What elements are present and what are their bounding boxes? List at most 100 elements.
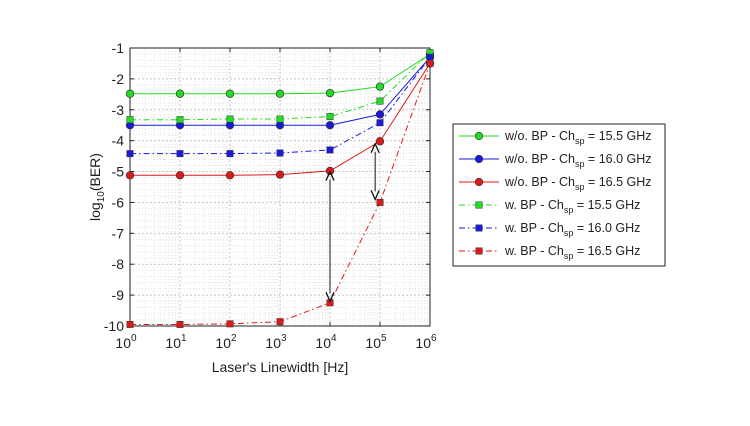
data-point [375, 82, 385, 91]
annotation-arrowhead-bottom [370, 190, 380, 201]
data-point [375, 137, 385, 146]
data-point [176, 116, 184, 124]
legend-label: w/o. BP - Chsp = 15.5 GHz [504, 129, 652, 146]
legend-label: w. BP - Chsp = 16.5 GHz [504, 244, 640, 261]
data-point [276, 115, 284, 123]
data-point [176, 321, 184, 328]
data-point [126, 150, 134, 158]
data-point [175, 171, 185, 180]
x-tick-label-exp: 4 [331, 333, 337, 344]
data-point [275, 89, 285, 98]
series [125, 50, 435, 98]
annotations [325, 142, 380, 303]
x-tick-label-base: 10 [115, 335, 131, 351]
data-point [475, 201, 483, 209]
legend-entry: w. BP - Chsp = 15.5 GHz [459, 198, 640, 215]
data-point [226, 320, 234, 328]
annotation-arrowhead-top [325, 169, 335, 181]
legend-label: w/o. BP - Chsp = 16.5 GHz [504, 175, 652, 192]
data-point [226, 115, 234, 123]
legend-box [452, 123, 666, 267]
legend-label-tail: = 16.0 GHz [573, 221, 640, 235]
x-axis-label: Laser's Linewidth [Hz] [212, 359, 349, 375]
data-point [225, 89, 235, 98]
data-point [225, 121, 235, 130]
data-point [475, 247, 483, 255]
x-tick-label-exp: 2 [231, 333, 237, 344]
y-tick-label: -10 [104, 318, 124, 334]
data-point [125, 89, 135, 98]
data-point [126, 321, 134, 328]
y-tick-label: -7 [112, 225, 125, 241]
x-tick-label-exp: 1 [181, 333, 187, 344]
data-point [474, 177, 484, 187]
legend-label-tail: = 15.5 GHz [584, 129, 651, 143]
legend-label: w/o. BP - Chsp = 16.0 GHz [504, 152, 652, 169]
x-tick-label: 104 [315, 333, 337, 351]
y-tick-label: -4 [112, 133, 125, 149]
data-point [426, 53, 434, 61]
x-tick-label: 106 [415, 333, 437, 351]
series-lines [125, 49, 435, 328]
axis-ticks: 100 101 102 103 104 105 106-10-9-8-7-6-5-4-3-2… [104, 40, 437, 351]
legend-label: w. BP - Chsp = 15.5 GHz [504, 198, 640, 215]
data-point [175, 89, 185, 98]
x-tick-label-base: 10 [415, 335, 431, 351]
y-tick-label: -1 [112, 40, 125, 56]
data-point [475, 224, 483, 232]
legend-label-tail: = 15.5 GHz [573, 198, 640, 212]
x-tick-label-exp: 0 [131, 333, 137, 344]
y-tick-label: -8 [112, 256, 125, 272]
x-tick-label: 105 [365, 333, 387, 351]
x-tick-label: 101 [165, 333, 187, 351]
legend-label-main: w/o. BP - Ch [504, 175, 575, 189]
data-point [376, 97, 384, 105]
legend-entry: w/o. BP - Chsp = 16.5 GHz [459, 175, 652, 192]
x-tick-label: 102 [215, 333, 237, 351]
y-tick-label: -2 [112, 71, 125, 87]
legend-label-main: w/o. BP - Ch [504, 129, 575, 143]
x-tick-label-exp: 3 [281, 333, 287, 344]
x-tick-label-base: 10 [315, 335, 331, 351]
legend-label-sub: sp [564, 228, 574, 238]
y-axis-label-sub: 10 [96, 191, 107, 203]
y-tick-label: -5 [112, 164, 125, 180]
legend-entry: w. BP - Chsp = 16.0 GHz [459, 221, 640, 238]
y-tick-label: -3 [112, 102, 125, 118]
y-tick-label: -6 [112, 194, 125, 210]
data-point [276, 149, 284, 157]
y-tick-label: -9 [112, 287, 125, 303]
data-point [325, 88, 335, 98]
legend-label-main: w/o. BP - Ch [504, 152, 575, 166]
data-point [376, 198, 384, 206]
data-point [275, 121, 285, 130]
legend-label-tail: = 16.0 GHz [584, 152, 651, 166]
y-axis-label-tail: (BER) [87, 153, 103, 191]
data-point [326, 113, 334, 121]
x-tick-label: 100 [115, 333, 137, 351]
legend-label-sub: sp [564, 205, 574, 215]
legend-label-sub: sp [575, 182, 585, 192]
annotation-arrowhead-bottom [325, 292, 335, 303]
series [126, 49, 434, 124]
legend-label: w. BP - Chsp = 16.0 GHz [504, 221, 640, 238]
data-point [376, 119, 384, 127]
data-point [126, 116, 134, 124]
data-point [375, 110, 385, 119]
x-tick-label-base: 10 [365, 335, 381, 351]
legend-label-sub: sp [575, 136, 585, 146]
data-point [325, 121, 335, 130]
x-tick-label-exp: 6 [431, 333, 437, 344]
x-tick-label-base: 10 [165, 335, 181, 351]
legend-entry: w/o. BP - Chsp = 16.0 GHz [459, 152, 652, 169]
legend-label-tail: = 16.5 GHz [573, 244, 640, 258]
legend-entry: w. BP - Chsp = 16.5 GHz [459, 244, 640, 261]
legend-label-tail: = 16.5 GHz [584, 175, 651, 189]
data-point [226, 150, 234, 158]
data-point [426, 59, 434, 67]
data-point [275, 170, 285, 179]
data-point [225, 171, 235, 180]
x-tick-label-base: 10 [265, 335, 281, 351]
